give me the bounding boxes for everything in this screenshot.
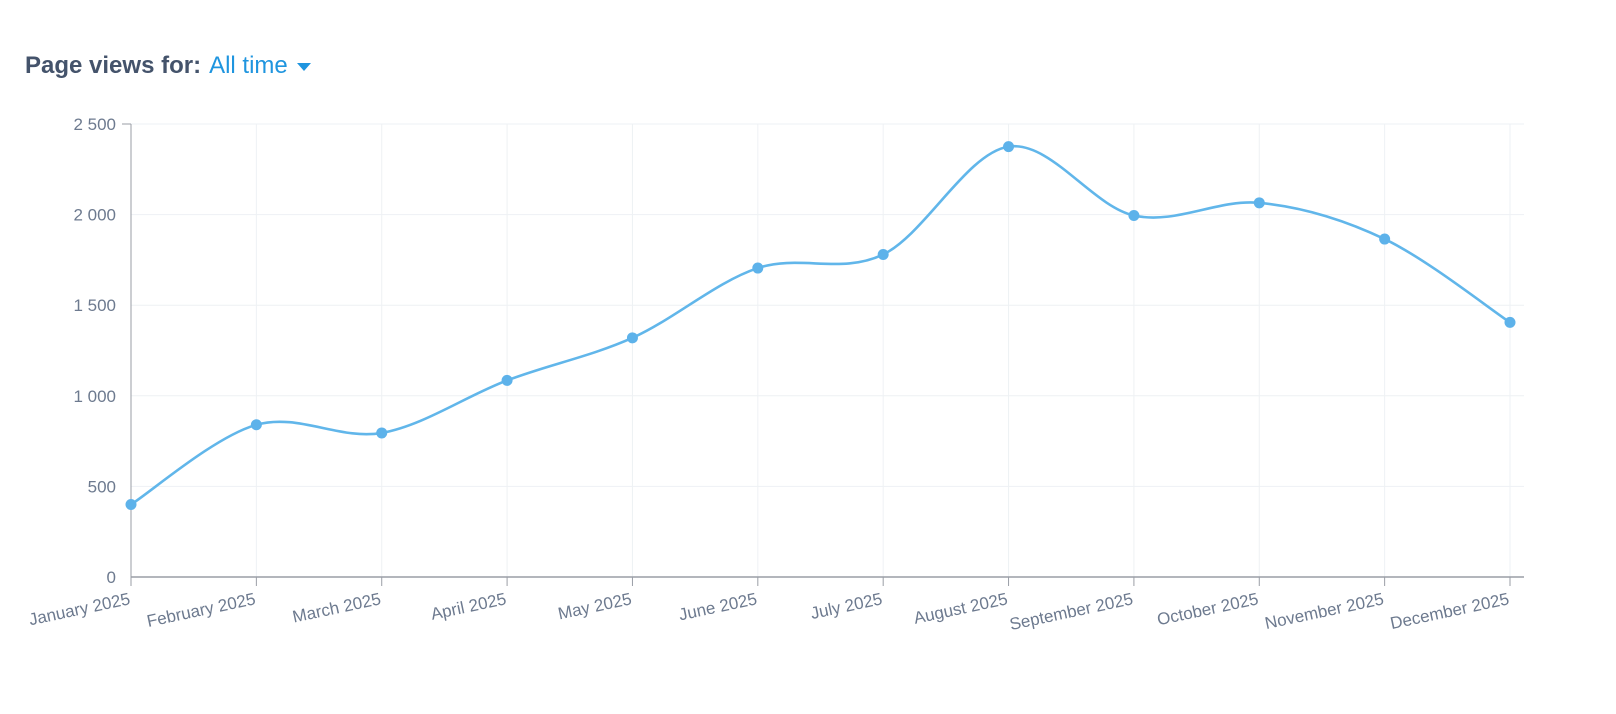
x-tick-label: June 2025 xyxy=(677,589,759,624)
x-tick-label: August 2025 xyxy=(912,589,1009,627)
y-tick-label: 2 000 xyxy=(73,206,116,225)
y-tick-label: 0 xyxy=(107,568,116,587)
series-layer xyxy=(129,145,1512,506)
x-tick-label: May 2025 xyxy=(556,589,633,623)
data-point-9[interactable] xyxy=(1128,210,1140,222)
grid-lines xyxy=(131,123,1524,577)
data-point-2[interactable] xyxy=(250,419,262,431)
y-tick-label: 2 500 xyxy=(73,115,116,134)
data-point-1[interactable] xyxy=(125,499,137,511)
data-point-7[interactable] xyxy=(877,248,889,260)
x-tick-label: September 2025 xyxy=(1008,589,1135,634)
series-line xyxy=(129,145,1512,506)
x-tick-label: November 2025 xyxy=(1263,589,1385,633)
x-tick-label: March 2025 xyxy=(291,589,383,626)
data-point-11[interactable] xyxy=(1379,233,1391,245)
data-point-3[interactable] xyxy=(376,427,388,439)
page-views-label: Page views for: xyxy=(25,52,202,79)
y-tick-label: 500 xyxy=(88,477,116,496)
chart-header: Page views for: All time xyxy=(25,50,311,82)
x-tick-label: January 2025 xyxy=(27,589,132,629)
x-tick-label: February 2025 xyxy=(145,589,257,631)
data-points xyxy=(125,141,1516,511)
x-tick-label: October 2025 xyxy=(1155,589,1260,629)
data-point-12[interactable] xyxy=(1504,316,1516,328)
y-tick-label: 1 500 xyxy=(73,296,116,315)
axes xyxy=(122,123,1524,586)
data-point-4[interactable] xyxy=(501,374,513,386)
data-point-5[interactable] xyxy=(626,332,638,344)
data-point-8[interactable] xyxy=(1003,141,1015,153)
x-tick-label: July 2025 xyxy=(809,589,884,623)
period-dropdown[interactable]: All time xyxy=(209,50,311,82)
y-axis-ticks: 0 500 1 000 1 500 2 000 2 500 xyxy=(73,115,116,587)
data-point-10[interactable] xyxy=(1253,197,1265,209)
caret-down-icon[interactable] xyxy=(296,63,311,71)
period-value[interactable]: All time xyxy=(209,52,288,79)
data-point-6[interactable] xyxy=(752,262,764,274)
x-axis-ticks: January 2025 February 2025 March 2025 April… xyxy=(27,589,1511,634)
x-tick-label: April 2025 xyxy=(429,589,508,624)
y-tick-label: 1 000 xyxy=(73,387,116,406)
x-tick-label: December 2025 xyxy=(1389,589,1511,633)
